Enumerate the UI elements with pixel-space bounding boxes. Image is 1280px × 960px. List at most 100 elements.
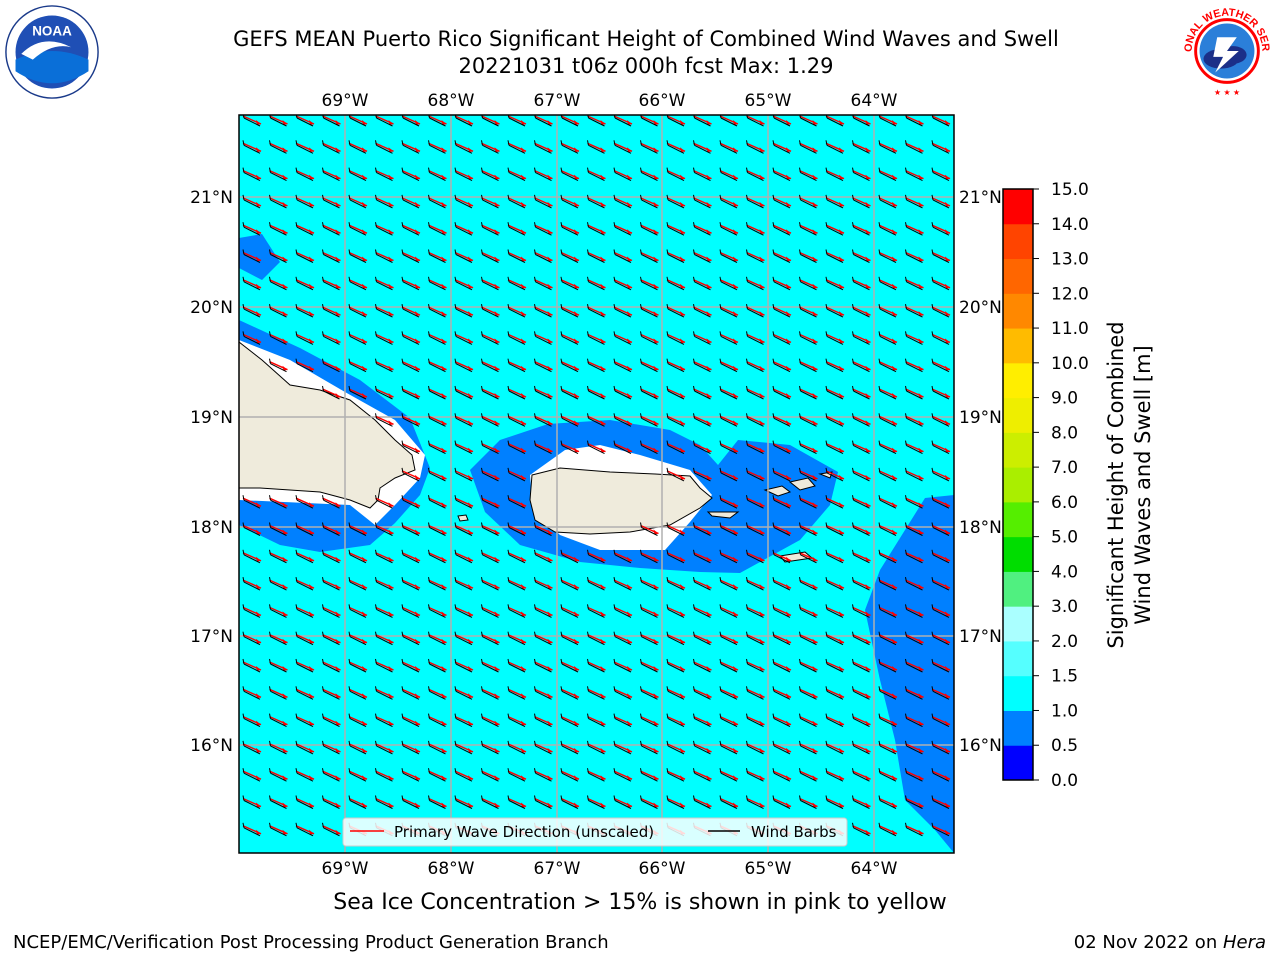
colorbar-tick-label: 15.0	[1051, 180, 1089, 200]
wave-vector	[322, 740, 341, 755]
wave-vector	[852, 413, 871, 427]
wave-vector	[481, 222, 500, 236]
wave-vector	[322, 658, 341, 673]
wave-vector	[269, 304, 288, 318]
wave-vector	[534, 631, 553, 646]
wave-vector	[746, 385, 765, 400]
wave-vector	[852, 713, 871, 728]
colorbar-segment	[1003, 467, 1033, 503]
wave-vector	[799, 358, 818, 373]
wave-vector	[852, 167, 871, 182]
wave-vector	[348, 577, 368, 591]
wave-vector	[375, 631, 394, 646]
wave-vector	[587, 686, 606, 700]
wave-vector	[242, 740, 262, 755]
wave-vector	[401, 276, 421, 291]
wave-vector	[878, 440, 898, 455]
wave-vector	[640, 577, 659, 591]
wave-vector	[481, 385, 500, 400]
wave-vector	[242, 795, 262, 809]
colorbar-segment	[1003, 397, 1033, 433]
wave-vector	[587, 713, 606, 728]
colorbar-segment	[1003, 293, 1033, 329]
latitude-labels-left: 21°N 20°N 19°N 18°N 17°N 16°N	[190, 188, 233, 756]
wave-vector	[799, 222, 818, 236]
wave-vector	[746, 222, 765, 236]
wave-vector	[507, 222, 527, 236]
wave-vector	[507, 140, 527, 154]
wave-vector	[852, 577, 871, 591]
wave-vector	[534, 115, 553, 127]
wave-vector	[719, 713, 739, 728]
wave-vector	[799, 276, 818, 291]
wave-vector	[746, 795, 765, 809]
wave-vector	[905, 440, 924, 455]
wave-vector	[322, 222, 341, 236]
wave-vector	[507, 740, 527, 755]
wave-vector	[507, 385, 527, 400]
wave-vector	[269, 822, 288, 837]
wave-vector	[746, 740, 765, 755]
wave-vector	[852, 440, 871, 455]
wave-vector	[878, 549, 898, 564]
wave-vector	[375, 549, 394, 564]
wave-vector	[295, 358, 315, 373]
wave-vector	[666, 549, 686, 564]
wave-vector	[375, 194, 394, 209]
wave-vector	[746, 467, 765, 482]
wave-vector	[878, 413, 898, 427]
wave-vector	[295, 249, 315, 263]
wave-vector	[666, 631, 686, 646]
wave-vector	[534, 358, 553, 373]
wave-vector	[454, 549, 474, 564]
wave-vector	[507, 331, 527, 345]
wave-vector	[454, 249, 474, 263]
wave-vector	[852, 115, 871, 127]
wave-vector	[719, 413, 739, 427]
wave-vector	[719, 249, 739, 263]
sea-ice-note: Sea Ice Concentration > 15% is shown in …	[333, 890, 947, 915]
wave-vector	[428, 604, 447, 618]
colorbar-tick-label: 13.0	[1051, 250, 1089, 270]
wave-vector	[852, 140, 871, 154]
wave-vector	[825, 795, 845, 809]
wave-vector	[825, 167, 845, 182]
wave-vector	[348, 713, 368, 728]
wave-vector	[719, 331, 739, 345]
wave-vector	[269, 686, 288, 700]
wave-vector	[878, 467, 898, 482]
wave-vector	[666, 140, 686, 154]
wave-vector	[428, 495, 447, 509]
wave-vector	[428, 304, 447, 318]
chart-title-line2: 20221031 t06z 000h fcst Max: 1.29	[458, 54, 834, 78]
wave-vector	[269, 713, 288, 728]
wave-vector	[719, 115, 739, 127]
wave-vector	[666, 249, 686, 263]
wave-vector	[693, 604, 712, 618]
wave-vector	[693, 658, 712, 673]
wave-vector	[587, 194, 606, 209]
graticule	[239, 115, 954, 853]
wave-vector	[534, 577, 553, 591]
wave-vector	[666, 604, 686, 618]
wave-vector	[348, 522, 368, 536]
wave-vector	[852, 686, 871, 700]
wave-vector	[825, 358, 845, 373]
colorbar-tick-label: 9.0	[1051, 389, 1078, 409]
wave-vector	[242, 577, 262, 591]
wave-vector	[931, 631, 951, 646]
wave-vector	[931, 194, 951, 209]
wave-vector	[587, 385, 606, 400]
wave-vector	[852, 358, 871, 373]
wave-vector	[746, 549, 765, 564]
wave-vector	[295, 194, 315, 209]
wave-vector	[693, 358, 712, 373]
wave-vector	[719, 577, 739, 591]
wave-vector	[295, 167, 315, 182]
wave-vector	[295, 577, 315, 591]
wave-vector	[852, 467, 871, 482]
wave-vector	[375, 304, 394, 318]
wave-vector	[454, 358, 474, 373]
colorbar-segment	[1003, 223, 1033, 260]
wave-vector	[799, 795, 818, 809]
